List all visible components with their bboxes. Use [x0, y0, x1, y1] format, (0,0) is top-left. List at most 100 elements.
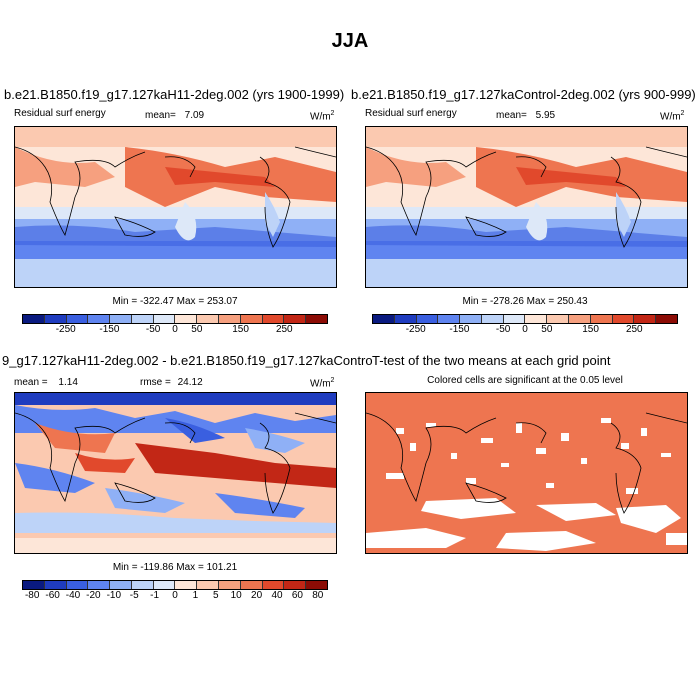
panel1-colorbar-swatch [88, 315, 111, 323]
panel3-rmse-label: rmse = [140, 377, 171, 388]
panel4-subtitle: Colored cells are significant at the 0.0… [427, 375, 623, 386]
panel1-colorbar-tick-label: -50 [145, 324, 161, 335]
panel2-colorbar-tick-label: -150 [449, 324, 470, 335]
panel2-colorbar-tick-label: 0 [522, 324, 528, 335]
panel3-colorbar-swatch [197, 581, 220, 589]
panel3-units: W/m [310, 378, 331, 390]
panel3-colorbar-tick-label: 60 [291, 590, 303, 601]
panel2-units-sup: 2 [680, 110, 685, 117]
panel2-mean-label: mean= [496, 110, 527, 121]
panel2-map-image [366, 127, 687, 287]
panel3-colorbar-tick-label: -1 [150, 590, 160, 601]
panel2-colorbar [372, 314, 678, 324]
panel3-colorbar-tick-label: 20 [251, 590, 263, 601]
panel2-colorbar-swatch [394, 315, 417, 323]
panel2-colorbar-swatch [438, 315, 461, 323]
panel2-colorbar-swatch [656, 315, 677, 323]
panel3-colorbar-swatch [240, 581, 263, 589]
main-title: JJA [331, 30, 369, 52]
panel3-colorbar-swatch [23, 581, 45, 589]
panel2-colorbar-tick-label: -50 [495, 324, 511, 335]
panel1-colorbar-swatch [197, 315, 220, 323]
panel1-units-sup: 2 [330, 110, 335, 117]
panel3-colorbar-swatch [66, 581, 89, 589]
panel1-colorbar-swatch [153, 315, 176, 323]
panel3-colorbar-tick-label: -5 [129, 590, 139, 601]
panel3-colorbar-tick-label: -40 [65, 590, 81, 601]
panel1-colorbar-swatch [131, 315, 154, 323]
panel1-minmax: Min = -322.47 Max = 253.07 [112, 296, 238, 307]
panel2-colorbar-tick-label: 50 [541, 324, 553, 335]
panel3-title: 9_g17.127kaH11-2deg.002 - b.e21.B1850.f1… [2, 353, 434, 368]
panel3-colorbar-ticks: -80 -60 -40 -20 -10 -5 -1 0 1 5 10 20 40 60 80 [22, 590, 328, 604]
panel3-mean-value: 1.14 [58, 377, 78, 388]
panel2-colorbar-swatch [525, 315, 548, 323]
panel2-mean-value: 5.95 [535, 110, 556, 121]
panel3-colorbar-swatch [262, 581, 285, 589]
panel1-variable: Residual surf energy [14, 108, 106, 119]
panel3-colorbar-swatch [110, 581, 132, 589]
panel1-colorbar-tick-label: 250 [275, 324, 293, 335]
panel1-colorbar-swatch [110, 315, 132, 323]
panel1-colorbar-swatch [219, 315, 241, 323]
panel3-colorbar [22, 580, 328, 590]
panel4-title: T-test of the two means at each grid poi… [372, 353, 611, 368]
panel3-colorbar-tick-label: 0 [172, 590, 178, 601]
panel3-colorbar-swatch [175, 581, 198, 589]
panel3-colorbar-swatch [153, 581, 176, 589]
panel2-colorbar-swatch [634, 315, 657, 323]
panel3-colorbar-tick-label: -60 [45, 590, 60, 601]
panel3-colorbar-tick-label: 5 [213, 590, 219, 601]
panel2-colorbar-swatch [503, 315, 526, 323]
panel3-colorbar-swatch [284, 581, 307, 589]
panel2-colorbar-swatch [373, 315, 395, 323]
panel2-minmax: Min = -278.26 Max = 250.43 [462, 296, 588, 307]
panel3-colorbar-tick-label: 10 [230, 590, 242, 601]
panel3-minmax: Min = -119.86 Max = 101.21 [112, 562, 238, 573]
panel2-colorbar-swatch [460, 315, 482, 323]
panel2-colorbar-swatch [547, 315, 570, 323]
panel3-colorbar-swatch [44, 581, 67, 589]
panel1-colorbar-tick-label: 0 [172, 324, 178, 335]
panel2-colorbar-swatch [612, 315, 635, 323]
panel2-variable: Residual surf energy [365, 108, 457, 119]
panel1-colorbar-tick-label: 50 [191, 324, 203, 335]
panel1-colorbar-swatch [44, 315, 67, 323]
panel3-map-image [15, 393, 336, 553]
panel2-colorbar-swatch [416, 315, 439, 323]
panel1-colorbar-swatch [262, 315, 285, 323]
panel3-colorbar-swatch [131, 581, 154, 589]
panel1-colorbar-swatch [175, 315, 198, 323]
panel1-mean-label: mean= [145, 110, 176, 121]
panel3-map [14, 392, 337, 554]
panel2-map [365, 126, 688, 288]
panel1-colorbar-tick-label: -150 [99, 324, 120, 335]
panel2-colorbar-tick-label: 150 [582, 324, 599, 335]
panel1-title: b.e21.B1850.f19_g17.127kaH11-2deg.002 (y… [4, 87, 345, 102]
panel2-colorbar-tick-label: -250 [405, 324, 426, 335]
panel1-map [14, 126, 337, 288]
panel3-colorbar-tick-label: -20 [86, 590, 101, 601]
panel2-colorbar-swatch [569, 315, 591, 323]
panel2-colorbar-ticks: -250 -150 -50 0 50 150 250 [372, 324, 678, 338]
panel2-colorbar-swatch [481, 315, 504, 323]
panel2-colorbar-tick-label: 250 [625, 324, 643, 335]
panel3-colorbar-swatch [306, 581, 327, 589]
panel1-colorbar [22, 314, 328, 324]
panel2-colorbar-swatch [590, 315, 613, 323]
panel1-colorbar-swatch [240, 315, 263, 323]
panel3-colorbar-tick-label: 80 [312, 590, 324, 601]
panel1-colorbar-swatch [284, 315, 307, 323]
panel3-colorbar-tick-label: -10 [106, 590, 122, 601]
panel1-map-image [15, 127, 336, 287]
panel3-colorbar-swatch [219, 581, 241, 589]
panel3-rmse-value: 24.12 [177, 377, 203, 388]
panel1-colorbar-tick-label: 150 [232, 324, 249, 335]
panel3-units-sup: 2 [330, 377, 335, 384]
panel3-colorbar-tick-label: -80 [24, 590, 40, 601]
panel4-map [365, 392, 688, 554]
panel1-colorbar-swatch [306, 315, 327, 323]
panel3-colorbar-tick-label: 1 [192, 590, 199, 601]
panel2-title: b.e21.B1850.f19_g17.127kaControl-2deg.00… [351, 87, 696, 102]
panel1-units: W/m [310, 111, 331, 123]
